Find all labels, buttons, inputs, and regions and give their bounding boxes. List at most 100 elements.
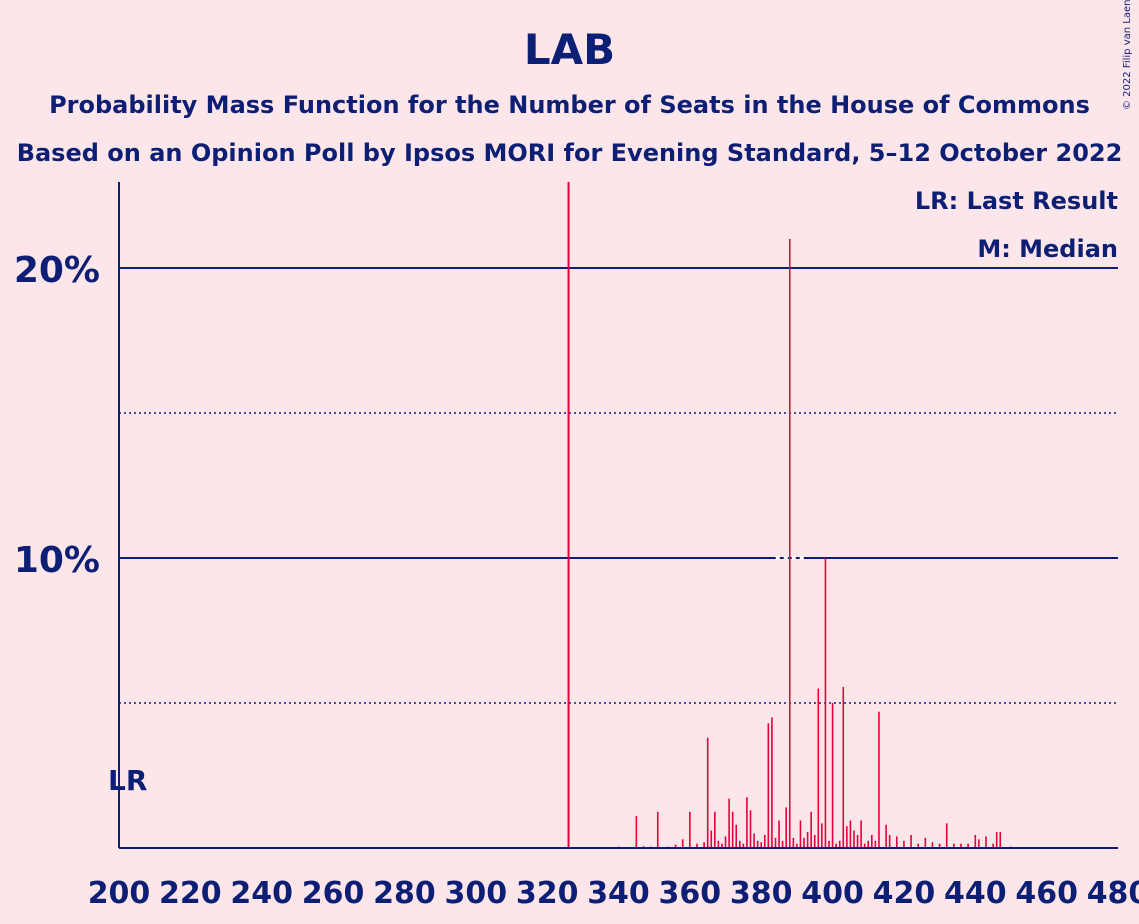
bar — [724, 836, 727, 848]
bar — [792, 837, 795, 848]
bar — [717, 840, 720, 848]
bar — [742, 843, 745, 848]
bar — [995, 832, 998, 848]
x-tick-label: 220 — [159, 876, 222, 911]
bar — [945, 823, 948, 848]
bar — [824, 558, 827, 848]
bar — [835, 843, 837, 848]
bar — [842, 687, 845, 848]
bar — [696, 843, 698, 848]
bar — [788, 239, 791, 848]
bar — [753, 833, 755, 848]
markers — [567, 182, 804, 848]
bar — [878, 711, 880, 848]
last-result-label: LR — [108, 764, 147, 797]
bar — [703, 842, 705, 848]
bar — [821, 823, 823, 848]
x-tick-label: 280 — [373, 876, 436, 911]
bar — [817, 688, 820, 848]
bar — [885, 824, 887, 848]
bar — [756, 840, 759, 848]
bar — [785, 807, 787, 848]
bar — [960, 843, 962, 848]
x-tick-label: 420 — [873, 876, 936, 911]
x-tick-label: 260 — [302, 876, 365, 911]
x-tick-label: 200 — [88, 876, 151, 911]
bar — [735, 824, 738, 848]
bar — [760, 842, 763, 848]
bar — [746, 797, 748, 848]
bar — [714, 811, 716, 848]
x-tick-label: 320 — [516, 876, 579, 911]
bar — [767, 723, 770, 848]
legend-last-result: LR: Last Result — [915, 187, 1118, 215]
bar — [978, 839, 980, 848]
bar — [831, 703, 834, 848]
bar — [863, 843, 866, 848]
bar — [781, 840, 784, 848]
bar — [849, 820, 852, 848]
bar — [803, 837, 805, 848]
bar — [810, 811, 812, 848]
x-tick-label: 440 — [944, 876, 1007, 911]
bar — [689, 811, 691, 848]
x-tick-label: 300 — [444, 876, 507, 911]
bar — [931, 842, 934, 848]
bars — [592, 239, 1030, 848]
bar — [674, 844, 677, 848]
bar — [967, 843, 969, 848]
bar — [763, 834, 766, 848]
bar — [749, 810, 752, 848]
bar — [806, 832, 809, 848]
grid-lines — [119, 267, 1118, 704]
bar — [860, 820, 862, 848]
tick-labels: 200 220 240 260 280 300 320 340 360 380 400 420 440 4… — [14, 250, 1139, 911]
bar — [796, 843, 798, 848]
bar — [838, 840, 841, 848]
bar — [985, 836, 987, 848]
chart-subtitle-1: Probability Mass Function for the Number… — [49, 91, 1090, 119]
bar — [728, 798, 730, 848]
x-tick-label: 340 — [587, 876, 650, 911]
chart-subtitle-2: Based on an Opinion Poll by Ipsos MORI f… — [16, 139, 1123, 167]
bar — [910, 834, 912, 848]
bar — [706, 737, 709, 848]
x-tick-label: 380 — [730, 876, 793, 911]
bar — [853, 830, 855, 848]
bar — [938, 843, 941, 848]
x-tick-label: 360 — [659, 876, 722, 911]
bar — [974, 834, 977, 848]
bar — [953, 843, 955, 848]
x-tick-label: 400 — [801, 876, 864, 911]
legend-median: M: Median — [977, 235, 1118, 263]
x-tick-label: 480 — [1087, 876, 1139, 911]
axes — [118, 182, 1118, 849]
bar — [778, 820, 780, 848]
bar — [774, 837, 777, 848]
bar — [635, 816, 638, 848]
bar — [874, 840, 877, 848]
bar — [721, 843, 723, 848]
bar — [710, 830, 713, 848]
bar — [856, 834, 859, 848]
bar — [871, 834, 873, 848]
bar — [813, 834, 816, 848]
bar — [924, 837, 927, 848]
bar — [731, 811, 734, 848]
y-tick-label: 20% — [14, 250, 100, 291]
bar — [656, 811, 659, 848]
bar — [681, 839, 684, 848]
x-tick-label: 460 — [1015, 876, 1078, 911]
bar — [739, 840, 741, 848]
bar — [999, 832, 1002, 848]
bar — [799, 820, 802, 848]
x-tick-label: 240 — [230, 876, 293, 911]
bar — [992, 843, 994, 848]
bar — [771, 717, 773, 848]
bar — [888, 834, 891, 848]
bar — [895, 836, 898, 848]
bar — [867, 840, 870, 848]
bar — [903, 840, 905, 848]
bar — [917, 843, 919, 848]
